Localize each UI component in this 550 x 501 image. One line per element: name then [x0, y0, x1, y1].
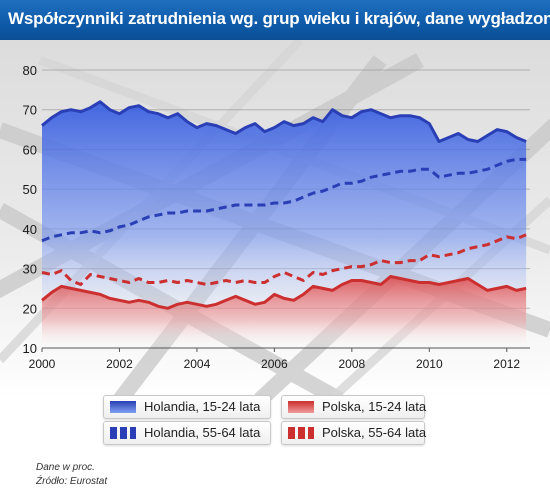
axes: 10 20 30 40 50 60 70 80 2000 2002 2004 2006 2008 2010… — [23, 63, 530, 371]
series-fills — [42, 101, 527, 349]
legend-label: Holandia, 15-24 lata — [144, 399, 261, 414]
legend-item: Holandia, 55-64 lata — [103, 421, 271, 445]
legend-label: Polska, 55-64 lata — [322, 425, 427, 440]
y-tick-label: 60 — [23, 142, 37, 157]
legend-swatch — [288, 401, 314, 413]
series-line-holandia-15-24-lata — [41, 100, 527, 143]
legend-swatch — [288, 427, 314, 439]
y-tick-label: 20 — [23, 301, 37, 316]
x-tick-label: 2006 — [261, 357, 288, 371]
legend-label: Holandia, 55-64 lata — [144, 425, 261, 440]
source-note: Źródło: Eurostat — [36, 476, 108, 487]
chart-title: Współczynniki zatrudnienia wg. grup wiek… — [8, 9, 550, 28]
series-line-polska-55-64-lata — [41, 233, 527, 286]
y-tick-label: 80 — [23, 63, 37, 78]
legend-swatch — [110, 427, 136, 439]
y-tick-label: 70 — [23, 103, 37, 118]
x-tick-label: 2002 — [106, 357, 133, 371]
x-tick-label: 2000 — [29, 357, 56, 371]
x-tick-label: 2008 — [338, 357, 365, 371]
series-line-polska-15-24-lata — [41, 275, 527, 310]
series-lines — [41, 100, 527, 310]
series-line-holandia-55-64-lata — [41, 157, 527, 243]
x-tick-label: 2010 — [416, 357, 443, 371]
legend-swatch — [110, 401, 136, 413]
legend-label: Polska, 15-24 lata — [322, 399, 427, 414]
chart-area: 10 20 30 40 50 60 70 80 2000 2002 2004 2006 2008 2010… — [0, 40, 550, 400]
y-tick-label: 40 — [23, 222, 37, 237]
y-tick-label: 30 — [23, 262, 37, 277]
y-tick-label: 50 — [23, 182, 37, 197]
x-tick-label: 2012 — [493, 357, 520, 371]
series-area-polska-15-24-lata — [42, 276, 527, 348]
legend-item: Polska, 55-64 lata — [281, 421, 427, 445]
title-bar: Współczynniki zatrudnienia wg. grup wiek… — [0, 0, 550, 40]
x-tick-label: 2004 — [184, 357, 211, 371]
unit-note: Dane w proc. — [36, 462, 95, 473]
y-tick-label: 10 — [23, 341, 37, 356]
